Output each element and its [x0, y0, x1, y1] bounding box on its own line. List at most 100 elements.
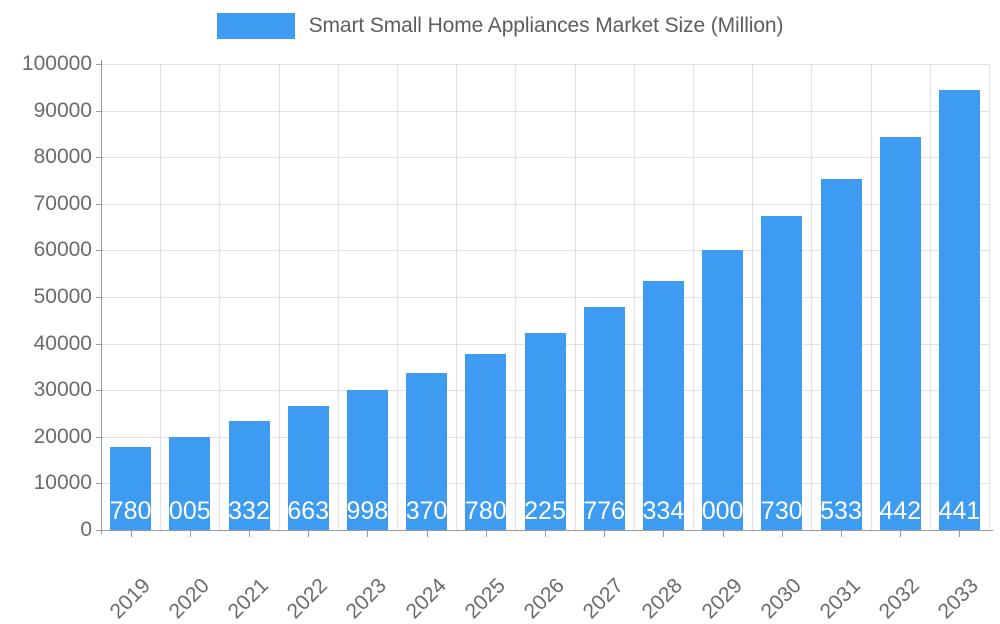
bar-value-label: 60002 [702, 497, 744, 525]
bar[interactable]: 29980 [346, 390, 388, 530]
gridline-vertical [634, 64, 635, 530]
y-axis-tick-label: 100000 [21, 52, 92, 75]
x-axis-line [97, 530, 993, 531]
bar[interactable]: 67300 [761, 216, 803, 530]
x-axis-tick-label: 2022 [282, 574, 333, 624]
bar[interactable]: 53348 [642, 281, 684, 530]
x-axis-tick-label: 2033 [934, 574, 984, 624]
y-axis-tick-mark [96, 64, 101, 65]
y-axis-line [101, 60, 102, 534]
gridline-vertical [693, 64, 694, 530]
gridline-horizontal [101, 203, 989, 205]
x-axis-tick-label: 2026 [519, 574, 569, 624]
bar[interactable]: 20050 [169, 436, 211, 530]
y-axis-tick-mark [96, 483, 101, 485]
chart-legend: Smart Small Home Appliances Market Size … [0, 0, 1000, 52]
bar-value-label: 37800 [465, 497, 507, 525]
bar[interactable]: 17800 [110, 447, 152, 530]
x-axis-tick-mark [959, 531, 960, 537]
x-axis-tick-mark [663, 531, 664, 537]
y-axis-tick-label: 10000 [33, 471, 92, 495]
bar[interactable]: 94410 [938, 90, 980, 530]
x-axis-tick-mark [841, 531, 842, 537]
y-axis-tick-mark [96, 250, 101, 252]
x-axis-tick-label: 2029 [697, 574, 747, 624]
x-axis-tick-label: 2023 [342, 574, 392, 624]
gridline-horizontal [101, 250, 989, 252]
y-axis-tick-label: 30000 [33, 378, 92, 402]
gridline-vertical [871, 64, 872, 530]
x-axis-tick-mark [486, 531, 487, 537]
gridline-vertical [575, 64, 576, 530]
gridline-vertical [752, 64, 753, 530]
bar-value-label: 29980 [346, 497, 388, 525]
bar[interactable]: 33700 [406, 372, 448, 530]
gridline-vertical [811, 64, 812, 530]
x-axis-tick-label: 2027 [578, 574, 629, 624]
gridline-vertical [338, 64, 339, 530]
gridline-vertical [219, 64, 220, 530]
x-axis: 2019 2020 2021 2022 2023 2024 2025 2026 2027 2028… [101, 531, 989, 623]
gridline-horizontal [101, 64, 989, 65]
legend-color-swatch-icon [216, 13, 295, 39]
x-axis-tick-mark [131, 531, 132, 537]
y-axis-tick-mark [96, 203, 101, 205]
x-axis-tick-mark [545, 531, 546, 537]
gridline-vertical [160, 64, 161, 530]
x-axis-tick-label: 2020 [164, 574, 214, 624]
x-axis-tick-label: 2032 [874, 574, 925, 624]
y-axis-tick-mark [96, 157, 101, 159]
y-axis-tick-label: 70000 [33, 191, 92, 215]
bar[interactable]: 42256 [524, 333, 566, 530]
bar[interactable]: 26630 [287, 405, 329, 530]
gridline-vertical [456, 64, 457, 530]
gridline-horizontal [101, 157, 989, 159]
gridline-vertical [279, 64, 280, 530]
bar-value-label: 42256 [524, 497, 566, 525]
y-axis-tick-mark [96, 343, 101, 345]
x-axis-tick-mark [900, 531, 901, 537]
plot-area: 17800 20050 23320 26630 29980 33700 37800 42256… [101, 64, 990, 531]
x-axis-tick-mark [604, 531, 605, 537]
bar-value-label: 53348 [642, 497, 684, 525]
bar[interactable]: 60002 [702, 250, 744, 530]
y-axis-tick-label: 40000 [33, 331, 92, 355]
y-axis-tick-label: 20000 [33, 424, 92, 448]
y-axis-tick-mark [96, 110, 101, 112]
gridline-vertical [397, 64, 398, 530]
y-axis-tick-label: 0 [80, 518, 92, 541]
bar[interactable]: 75333 [820, 178, 862, 530]
bar-value-label: 47766 [583, 497, 625, 525]
x-axis-tick-mark [308, 531, 309, 537]
gridline-horizontal [101, 110, 989, 112]
gridline-horizontal [101, 297, 989, 298]
bar[interactable]: 47766 [583, 307, 625, 530]
y-axis-tick-label: 50000 [33, 285, 92, 308]
bar-value-label: 84427 [879, 497, 921, 525]
bar-value-label: 67300 [761, 497, 803, 525]
x-axis-tick-label: 2030 [756, 574, 806, 624]
y-axis-tick-label: 60000 [33, 238, 92, 262]
y-axis-tick-mark [96, 530, 101, 531]
bar[interactable]: 23320 [228, 421, 270, 530]
x-axis-tick-mark [723, 531, 724, 537]
x-axis-tick-mark [367, 531, 368, 537]
x-axis-tick-label: 2021 [223, 574, 273, 624]
bar-value-label: 75333 [820, 497, 862, 525]
y-axis-tick-mark [96, 390, 101, 392]
bar[interactable]: 84427 [879, 136, 921, 530]
bar[interactable]: 37800 [465, 353, 507, 530]
x-axis-tick-label: 2028 [638, 574, 688, 624]
x-axis-tick-mark [190, 531, 191, 537]
gridline-vertical [515, 64, 516, 530]
y-axis-tick-label: 80000 [33, 145, 92, 169]
x-axis-tick-label: 2025 [460, 574, 510, 624]
legend-label: Smart Small Home Appliances Market Size … [308, 14, 784, 37]
x-axis-tick-label: 2019 [105, 574, 155, 624]
bar-value-label: 17800 [110, 497, 152, 525]
y-axis-tick-label: 90000 [33, 98, 92, 122]
bar-value-label: 26630 [287, 497, 329, 525]
bar-value-label: 23320 [228, 497, 270, 525]
x-axis-tick-label: 2024 [401, 574, 451, 624]
